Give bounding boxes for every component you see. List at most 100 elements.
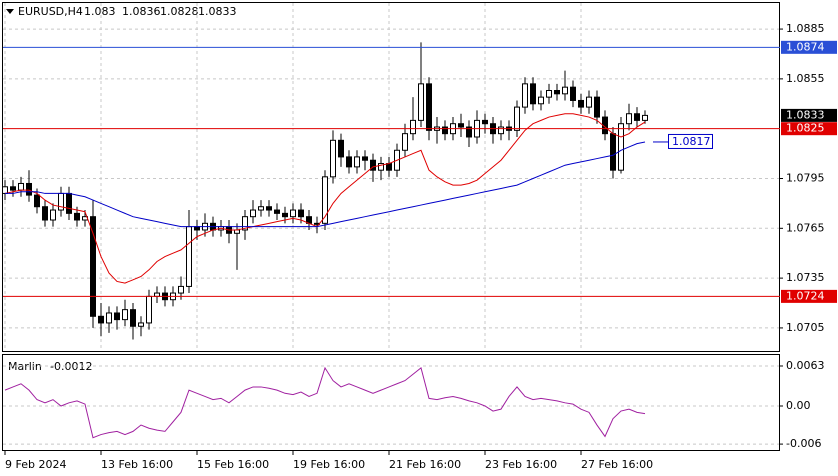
price-label-box	[781, 108, 837, 122]
x-tick-label: 27 Feb 16:00	[581, 458, 653, 471]
symbol-title: EURUSD,H4	[18, 5, 83, 18]
candle-body	[538, 96, 544, 105]
x-tick-label: 23 Feb 16:00	[485, 458, 557, 471]
candle-body	[482, 119, 488, 125]
price-label: 1.0833	[786, 108, 825, 121]
y-tick-label: 1.0705	[786, 321, 825, 334]
candle-body	[178, 285, 184, 294]
candle-body	[562, 86, 568, 95]
candle-body	[2, 186, 8, 194]
y-tick-label: 1.0765	[786, 221, 825, 234]
level-label: 1.0825	[786, 122, 825, 135]
moving-average	[4, 113, 646, 284]
candle-body	[114, 312, 120, 321]
candle-body	[594, 96, 600, 118]
indicator-line	[4, 366, 646, 439]
candle-body	[186, 226, 192, 287]
candle-body	[618, 123, 624, 171]
candle-body	[362, 156, 368, 161]
candle-body	[330, 139, 336, 178]
candle-body	[378, 163, 384, 171]
candle-body	[18, 182, 24, 191]
header-low: 1.0828	[160, 5, 199, 18]
x-tick-label: 19 Feb 16:00	[293, 458, 365, 471]
x-tick-label: 15 Feb 16:00	[197, 458, 269, 471]
candle-body	[10, 186, 16, 191]
candle-body	[354, 156, 360, 168]
candle-body	[146, 295, 152, 324]
candle-body	[458, 123, 464, 128]
candle-body	[554, 89, 560, 95]
candle-body	[586, 96, 592, 108]
candle-body	[98, 315, 104, 324]
candle-body	[442, 126, 448, 135]
y-tick-label: 1.0855	[786, 72, 825, 85]
candle-body	[266, 206, 272, 211]
candle-body	[122, 309, 128, 321]
candle-body	[626, 113, 632, 125]
menu-triangle[interactable]	[6, 9, 14, 14]
candle-body	[66, 192, 72, 214]
candle-body	[610, 133, 616, 171]
candle-body	[642, 114, 648, 121]
candle-body	[338, 139, 344, 158]
candle-body	[346, 156, 352, 168]
candle-body	[290, 209, 296, 218]
candle-body	[242, 216, 248, 231]
y-tick-label: -0.006	[786, 437, 821, 450]
y-tick-label: 0.0063	[786, 359, 825, 372]
ma-label-box	[668, 133, 713, 149]
candle-body	[426, 83, 432, 131]
candle-body	[570, 86, 576, 101]
level-label-box	[781, 289, 837, 303]
candle-body	[322, 176, 328, 224]
candle-body	[370, 159, 376, 171]
candle-body	[530, 83, 536, 105]
candle-body	[34, 194, 40, 208]
candle-body	[298, 209, 304, 218]
x-tick-label: 13 Feb 16:00	[101, 458, 173, 471]
candle-body	[410, 119, 416, 135]
candle-body	[106, 312, 112, 324]
main-frame	[2, 2, 780, 352]
candle-body	[138, 322, 144, 327]
candle-body	[522, 83, 528, 108]
candle-body	[578, 99, 584, 108]
candle-body	[274, 209, 280, 214]
header-open: 1.083	[84, 5, 116, 18]
candle-body	[282, 212, 288, 218]
level-label-box	[781, 122, 837, 136]
candle-body	[514, 106, 520, 131]
candle-body	[250, 209, 256, 218]
candle-body	[466, 126, 472, 138]
header-close: 1.0833	[198, 5, 237, 18]
header-high: 1.0836	[122, 5, 161, 18]
level-label: 1.0724	[786, 289, 825, 302]
y-tick-label: 1.0885	[786, 22, 825, 35]
level-label-box	[781, 40, 837, 54]
candle-body	[26, 182, 32, 196]
x-tick-label: 21 Feb 16:00	[389, 458, 461, 471]
candle-body	[634, 113, 640, 121]
candle-body	[418, 83, 424, 121]
candle-body	[130, 309, 136, 327]
y-tick-label: 0.00	[786, 399, 811, 412]
candle-body	[50, 209, 56, 221]
indicator-title: Marlin	[8, 360, 42, 373]
x-tick-label: 9 Feb 2024	[5, 458, 66, 471]
y-tick-label: 1.0735	[786, 271, 825, 284]
candle-body	[258, 206, 264, 211]
candle-body	[402, 133, 408, 151]
candle-body	[546, 89, 552, 98]
candle-body	[386, 163, 392, 171]
candle-body	[42, 206, 48, 221]
candle-body	[90, 216, 96, 317]
moving-average	[5, 141, 646, 228]
y-tick-label: 1.0795	[786, 171, 825, 184]
indicator-frame	[2, 354, 780, 451]
ma-label: 1.0817	[672, 135, 711, 148]
indicator-value: -0.0012	[50, 360, 92, 373]
level-label: 1.0874	[786, 40, 825, 53]
